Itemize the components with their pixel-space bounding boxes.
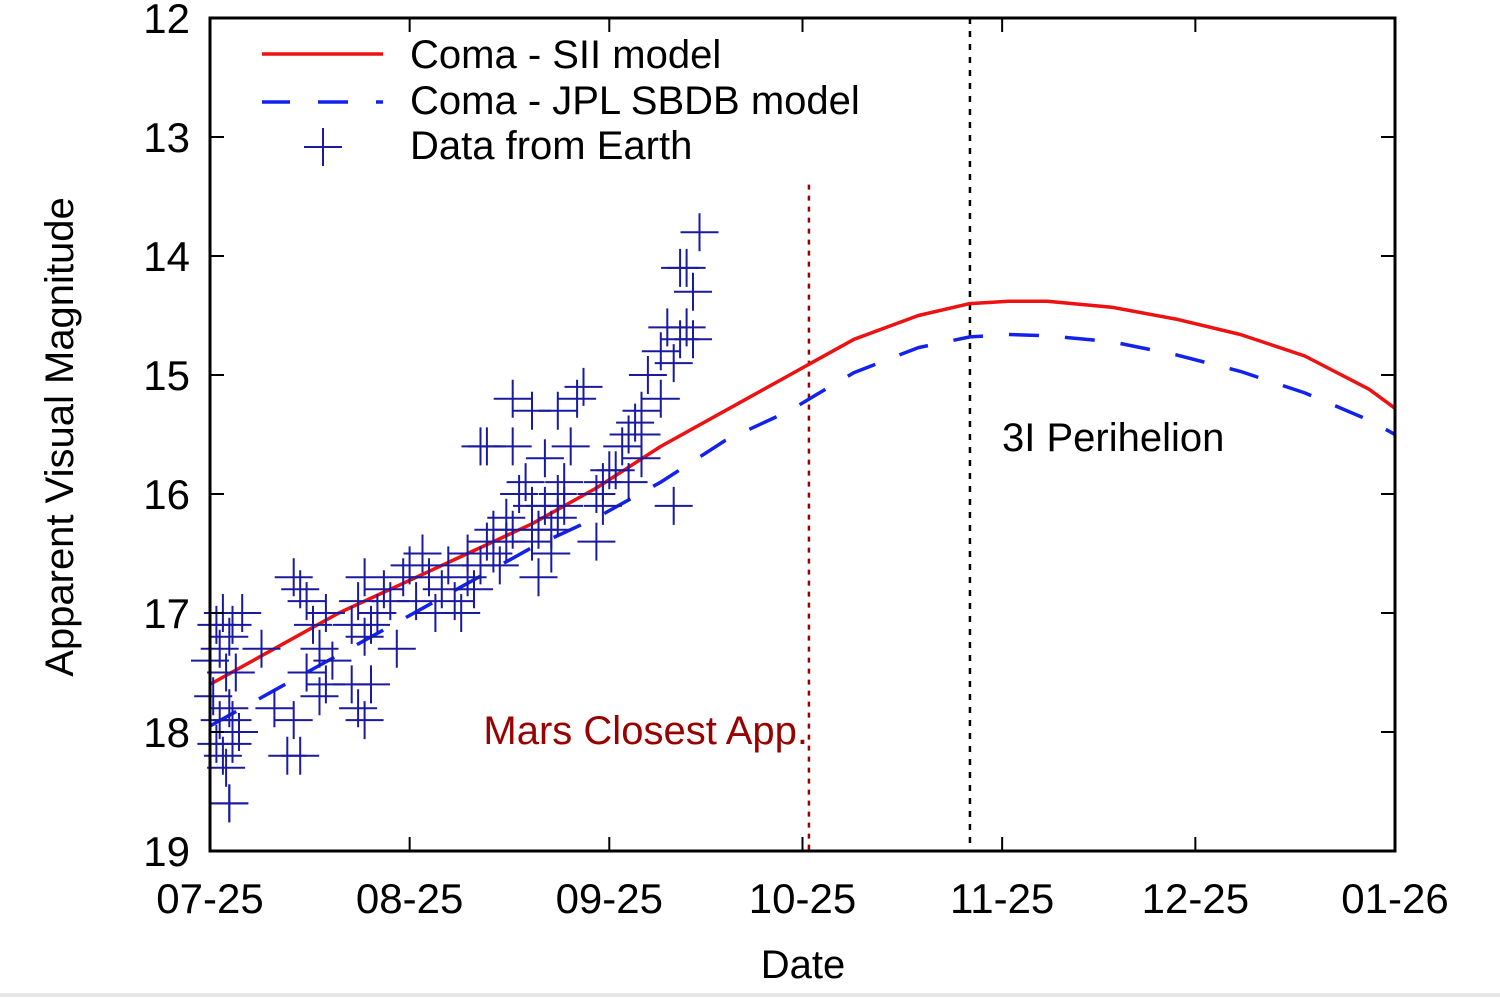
data-point — [287, 653, 326, 692]
data-point — [564, 367, 603, 406]
data-point — [345, 701, 384, 740]
data-point — [674, 320, 712, 359]
data-point — [654, 486, 693, 525]
x-tick-label: 12-25 — [1142, 875, 1249, 922]
x-tick-label: 09-25 — [556, 875, 663, 922]
data-point — [628, 356, 667, 394]
x-tick-label: 01-26 — [1341, 875, 1448, 922]
y-tick-label: 13 — [143, 114, 190, 161]
data-point — [493, 379, 532, 418]
data-point — [667, 248, 706, 287]
data-point — [345, 558, 384, 597]
x-tick-label: 07-25 — [156, 875, 263, 922]
data-point — [525, 439, 564, 478]
data-point — [519, 558, 558, 597]
data-point — [532, 534, 571, 573]
y-tick-label: 15 — [143, 352, 190, 399]
data-point — [274, 701, 313, 740]
data-point — [281, 570, 320, 609]
legend-data-marker — [304, 128, 342, 166]
data-point — [352, 665, 390, 704]
data-point — [364, 570, 403, 609]
x-tick-label: 08-25 — [356, 875, 463, 922]
data-point — [281, 736, 320, 775]
data-point — [545, 486, 584, 525]
data-point — [216, 653, 255, 692]
legend: Coma - SII model Coma - JPL SBDB model D… — [262, 33, 860, 168]
x-axis-label: Date — [761, 943, 846, 987]
y-tick-label: 18 — [143, 709, 190, 756]
y-axis-label: Apparent Visual Magnitude — [38, 197, 82, 677]
y-tick-label: 14 — [143, 233, 190, 280]
data-point — [558, 379, 597, 418]
data-point — [538, 391, 577, 430]
x-tick-label: 11-25 — [950, 875, 1054, 922]
data-point — [442, 594, 481, 632]
data-point — [403, 534, 442, 573]
data-point — [242, 629, 281, 668]
data-point — [461, 427, 500, 466]
data-point — [480, 546, 519, 585]
data-point — [551, 427, 590, 466]
data-point — [339, 582, 378, 621]
data-point — [583, 486, 622, 525]
data-point — [680, 213, 719, 252]
legend-data-label: Data from Earth — [410, 124, 692, 168]
plot-frame — [208, 16, 1397, 853]
y-tick-label: 16 — [143, 471, 190, 518]
data-point — [455, 570, 493, 609]
y-tick-label: 19 — [143, 828, 190, 875]
data-point — [223, 594, 262, 632]
data-point — [654, 344, 693, 383]
legend-jpl-label: Coma - JPL SBDB model — [410, 79, 860, 123]
y-tick-label: 17 — [143, 590, 190, 637]
data-point — [493, 427, 532, 466]
data-point — [210, 784, 249, 823]
mars-closest-label: Mars Closest App. — [483, 709, 808, 753]
data-point — [506, 463, 545, 502]
bottom-divider — [0, 993, 1500, 997]
data-point — [622, 415, 661, 454]
data-point — [429, 546, 468, 585]
data-point — [674, 272, 712, 311]
sii-model-line — [209, 299, 1397, 686]
data-point — [609, 463, 648, 502]
data-point — [667, 308, 706, 347]
data-point — [397, 582, 436, 621]
jpl-model-line — [209, 332, 1396, 728]
data-point — [213, 701, 252, 740]
data-point — [207, 748, 246, 787]
data-point — [377, 629, 416, 668]
data-point — [577, 522, 616, 561]
legend-sii-label: Coma - SII model — [410, 33, 721, 77]
data-point — [641, 379, 680, 418]
data-point — [313, 641, 352, 680]
x-tick-label: 10-25 — [749, 875, 856, 922]
y-tick-label: 12 — [143, 0, 190, 42]
data-point — [306, 594, 345, 632]
data-point — [287, 582, 326, 621]
perihelion-label: 3I Perihelion — [1002, 416, 1224, 460]
data-point — [255, 689, 294, 728]
plot-marks — [191, 18, 1397, 851]
